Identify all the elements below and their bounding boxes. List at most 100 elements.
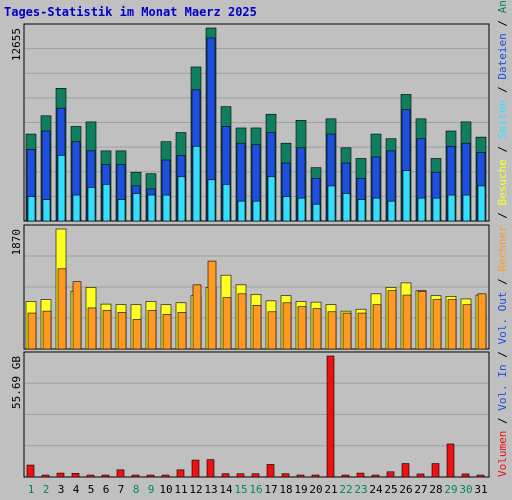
x-tick-label-day-27: 27 — [414, 483, 427, 496]
panel-top: 12655 — [10, 23, 490, 222]
bar-sites-day-21 — [327, 311, 337, 350]
bar-sites-day-7 — [117, 312, 127, 350]
x-tick-label-day-14: 14 — [219, 483, 233, 496]
bar-pages-day-24 — [372, 197, 381, 222]
bar-volume-day-24 — [371, 474, 380, 478]
x-tick-label-day-26: 26 — [399, 483, 412, 496]
bar-pages-day-8 — [132, 193, 141, 222]
bar-volume-day-26 — [401, 463, 410, 478]
x-tick-label-day-10: 10 — [159, 483, 172, 496]
bar-sites-day-28 — [432, 299, 442, 350]
bar-sites-day-10 — [162, 314, 172, 350]
x-tick-label-day-30: 30 — [459, 483, 472, 496]
bar-pages-day-2 — [42, 199, 51, 222]
bar-sites-day-9 — [147, 310, 157, 350]
bar-sites-day-8 — [132, 319, 142, 350]
bar-volume-day-6 — [101, 474, 110, 478]
bar-pages-day-23 — [357, 199, 366, 222]
x-tick-label-day-2: 2 — [43, 483, 50, 496]
x-tick-label-day-12: 12 — [189, 483, 202, 496]
bar-sites-day-5 — [87, 307, 97, 350]
x-tick-label-day-24: 24 — [369, 483, 383, 496]
bar-volume-day-23 — [356, 472, 365, 478]
bar-pages-day-10 — [162, 194, 171, 222]
bar-sites-day-12 — [192, 284, 202, 350]
bar-pages-day-7 — [117, 199, 126, 222]
legend-item-14: Anfragen — [496, 0, 509, 13]
bar-sites-day-17 — [267, 311, 277, 350]
bar-sites-day-24 — [372, 304, 382, 350]
x-tick-label-day-22: 22 — [339, 483, 352, 496]
bar-sites-day-27 — [417, 290, 427, 350]
bar-sites-day-23 — [357, 312, 367, 350]
bar-pages-day-29 — [447, 194, 456, 222]
bar-sites-day-2 — [42, 310, 52, 350]
legend-item-12: Dateien — [496, 33, 509, 79]
y-max-label-middle: 1870 — [10, 229, 23, 256]
bar-volume-day-1 — [26, 464, 35, 478]
x-tick-label-day-28: 28 — [429, 483, 442, 496]
x-tick-label-day-11: 11 — [174, 483, 187, 496]
bar-pages-day-9 — [147, 194, 156, 222]
bar-volume-day-22 — [341, 474, 350, 478]
bar-volume-day-18 — [281, 473, 290, 478]
bar-sites-day-11 — [177, 312, 187, 350]
legend-item-10: Seiten — [496, 99, 509, 139]
bar-volume-day-12 — [191, 459, 200, 478]
bar-sites-day-30 — [462, 304, 472, 350]
legend-right-text: Volumen / Vol. In / Vol. Out / Rechner /… — [496, 0, 509, 477]
bar-pages-day-1 — [27, 196, 36, 222]
bar-sites-day-18 — [282, 302, 292, 350]
bar-volume-day-16 — [251, 473, 260, 478]
x-tick-label-day-20: 20 — [309, 483, 322, 496]
legend-item-7: / — [496, 205, 509, 225]
bar-sites-day-31 — [477, 293, 487, 350]
bar-pages-day-6 — [102, 184, 111, 222]
bar-pages-day-18 — [282, 196, 291, 222]
bar-volume-day-30 — [461, 473, 470, 478]
bar-volume-day-19 — [296, 474, 305, 478]
bar-pages-day-12 — [192, 145, 201, 222]
bar-pages-day-3 — [57, 155, 66, 222]
bar-sites-day-6 — [102, 310, 112, 350]
x-tick-label-day-31: 31 — [474, 483, 487, 496]
bar-pages-day-26 — [402, 170, 411, 222]
bar-pages-day-31 — [477, 185, 486, 222]
x-tick-label-day-17: 17 — [264, 483, 277, 496]
bar-volume-day-15 — [236, 473, 245, 478]
legend-item-5: / — [496, 272, 509, 292]
bar-volume-day-11 — [176, 469, 185, 478]
bar-volume-day-29 — [446, 443, 455, 478]
bar-sites-day-20 — [312, 308, 322, 350]
legend-item-9: / — [496, 139, 509, 159]
x-tick-label-day-19: 19 — [294, 483, 307, 496]
bar-pages-day-16 — [252, 200, 261, 222]
x-tick-label-day-25: 25 — [384, 483, 397, 496]
bar-volume-day-7 — [116, 469, 125, 478]
panel-bottom: 55.69 GB — [10, 351, 490, 478]
bar-volume-day-17 — [266, 464, 275, 478]
legend-item-4: Vol. Out — [496, 292, 509, 345]
legend-item-8: Besuche — [496, 159, 509, 205]
x-tick-label-day-1: 1 — [28, 483, 35, 496]
bar-sites-day-26 — [402, 294, 412, 350]
legend-item-0: Volumen — [496, 431, 509, 477]
x-tick-label-day-15: 15 — [234, 483, 247, 496]
x-tick-label-day-7: 7 — [118, 483, 125, 496]
bar-volume-day-4 — [71, 473, 80, 478]
bar-pages-day-19 — [297, 197, 306, 222]
bar-sites-day-13 — [207, 260, 217, 350]
bar-volume-day-2 — [41, 474, 50, 478]
bar-sites-day-14 — [222, 297, 232, 350]
bar-volume-day-20 — [311, 474, 320, 478]
bar-volume-day-31 — [476, 474, 485, 478]
bar-pages-day-28 — [432, 197, 441, 222]
bar-sites-day-15 — [237, 293, 247, 350]
bar-pages-day-30 — [462, 194, 471, 222]
x-tick-label-day-9: 9 — [148, 483, 155, 496]
bar-pages-day-13 — [207, 179, 216, 222]
legend-item-1: / — [496, 411, 509, 431]
bar-pages-day-21 — [327, 185, 336, 222]
